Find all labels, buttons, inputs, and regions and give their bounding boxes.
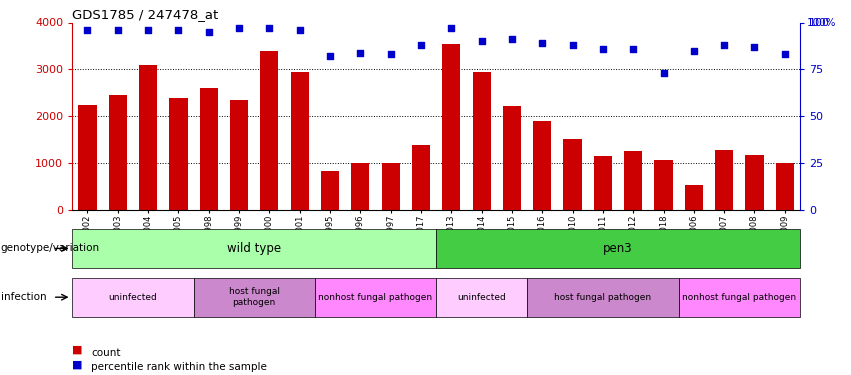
Bar (72, 278, 193, 317)
Text: percentile rank within the sample: percentile rank within the sample (91, 363, 267, 372)
Text: count: count (91, 348, 121, 357)
Point (232, 25, 246, 31)
Point (353, 50, 367, 55)
Bar (193, 278, 315, 317)
Point (626, 46, 640, 52)
Point (475, 38, 488, 44)
Bar (139, 64, 157, 210)
Bar (290, 72, 309, 210)
Point (263, 25, 277, 31)
Bar (563, 139, 581, 210)
Point (202, 29, 215, 35)
Bar (685, 185, 703, 210)
Text: 100%: 100% (808, 18, 837, 27)
Point (384, 51, 397, 57)
Bar (533, 121, 551, 210)
Bar (200, 88, 218, 210)
Text: uninfected: uninfected (457, 292, 506, 302)
Bar (412, 146, 430, 210)
Text: ■: ■ (72, 345, 83, 354)
Bar (230, 100, 248, 210)
Point (172, 27, 186, 33)
Bar (315, 278, 436, 317)
Point (323, 53, 337, 59)
Bar (381, 163, 400, 210)
Point (687, 48, 700, 54)
Bar (109, 95, 127, 210)
Point (505, 36, 519, 42)
Point (111, 27, 124, 33)
Text: nonhost fungal pathogen: nonhost fungal pathogen (683, 292, 797, 302)
Bar (78, 105, 96, 210)
Bar (594, 156, 612, 210)
Point (444, 25, 458, 31)
Bar (503, 106, 521, 210)
Point (293, 27, 306, 33)
Bar (351, 163, 369, 210)
Bar (260, 51, 278, 210)
Point (717, 42, 731, 48)
Point (657, 70, 671, 76)
Text: ■: ■ (72, 360, 83, 369)
Text: host fungal
pathogen: host fungal pathogen (229, 288, 280, 307)
Text: wild type: wild type (227, 242, 282, 255)
Bar (527, 278, 678, 317)
Text: infection: infection (1, 292, 47, 302)
Point (535, 40, 549, 46)
Point (141, 27, 155, 33)
Bar (472, 72, 491, 210)
Bar (321, 171, 339, 210)
Bar (72, 229, 436, 268)
Text: GDS1785 / 247478_at: GDS1785 / 247478_at (72, 8, 219, 21)
Bar (678, 278, 800, 317)
Bar (443, 44, 460, 210)
Bar (715, 150, 734, 210)
Text: nonhost fungal pathogen: nonhost fungal pathogen (318, 292, 432, 302)
Bar (775, 163, 794, 210)
Bar (436, 278, 527, 317)
Bar (169, 99, 187, 210)
Bar (654, 160, 672, 210)
Text: pen3: pen3 (603, 242, 633, 255)
Text: genotype/variation: genotype/variation (1, 243, 100, 254)
Point (414, 42, 428, 48)
Point (566, 42, 580, 48)
Point (778, 51, 791, 57)
Bar (745, 155, 763, 210)
Point (748, 44, 762, 50)
Point (596, 46, 609, 52)
Bar (624, 151, 643, 210)
Point (81, 27, 94, 33)
Bar (436, 229, 800, 268)
Text: uninfected: uninfected (109, 292, 157, 302)
Text: host fungal pathogen: host fungal pathogen (554, 292, 652, 302)
